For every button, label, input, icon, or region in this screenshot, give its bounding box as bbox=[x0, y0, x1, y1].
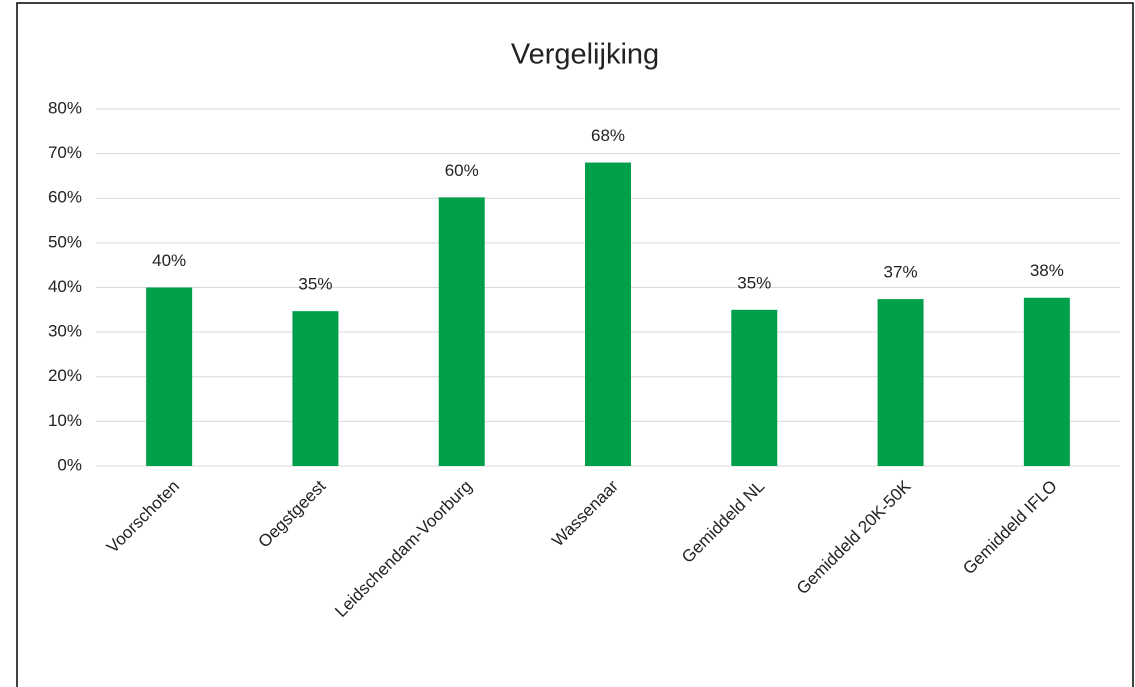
y-tick-label: 50% bbox=[48, 232, 82, 251]
data-label: 35% bbox=[298, 275, 332, 294]
bar bbox=[1023, 297, 1070, 466]
y-tick-label: 10% bbox=[48, 411, 82, 430]
data-label: 35% bbox=[737, 273, 771, 292]
chart-frame bbox=[16, 2, 1134, 687]
data-label: 60% bbox=[445, 161, 479, 180]
bar bbox=[146, 287, 193, 466]
y-tick-label: 80% bbox=[48, 98, 82, 117]
bar bbox=[585, 162, 631, 467]
bar bbox=[292, 311, 339, 466]
data-label: 38% bbox=[1030, 261, 1064, 280]
y-tick-label: 40% bbox=[48, 277, 82, 296]
data-label: 37% bbox=[884, 263, 918, 282]
y-tick-label: 60% bbox=[48, 188, 82, 207]
bar bbox=[877, 299, 924, 466]
chart-title: Vergelijking bbox=[511, 39, 659, 71]
y-tick-label: 0% bbox=[57, 455, 82, 474]
bar bbox=[438, 197, 485, 467]
data-label: 68% bbox=[591, 126, 625, 145]
y-tick-label: 30% bbox=[48, 322, 82, 341]
y-tick-label: 70% bbox=[48, 143, 82, 162]
y-tick-label: 20% bbox=[48, 366, 82, 385]
data-label: 40% bbox=[152, 251, 186, 270]
bar bbox=[731, 309, 778, 466]
